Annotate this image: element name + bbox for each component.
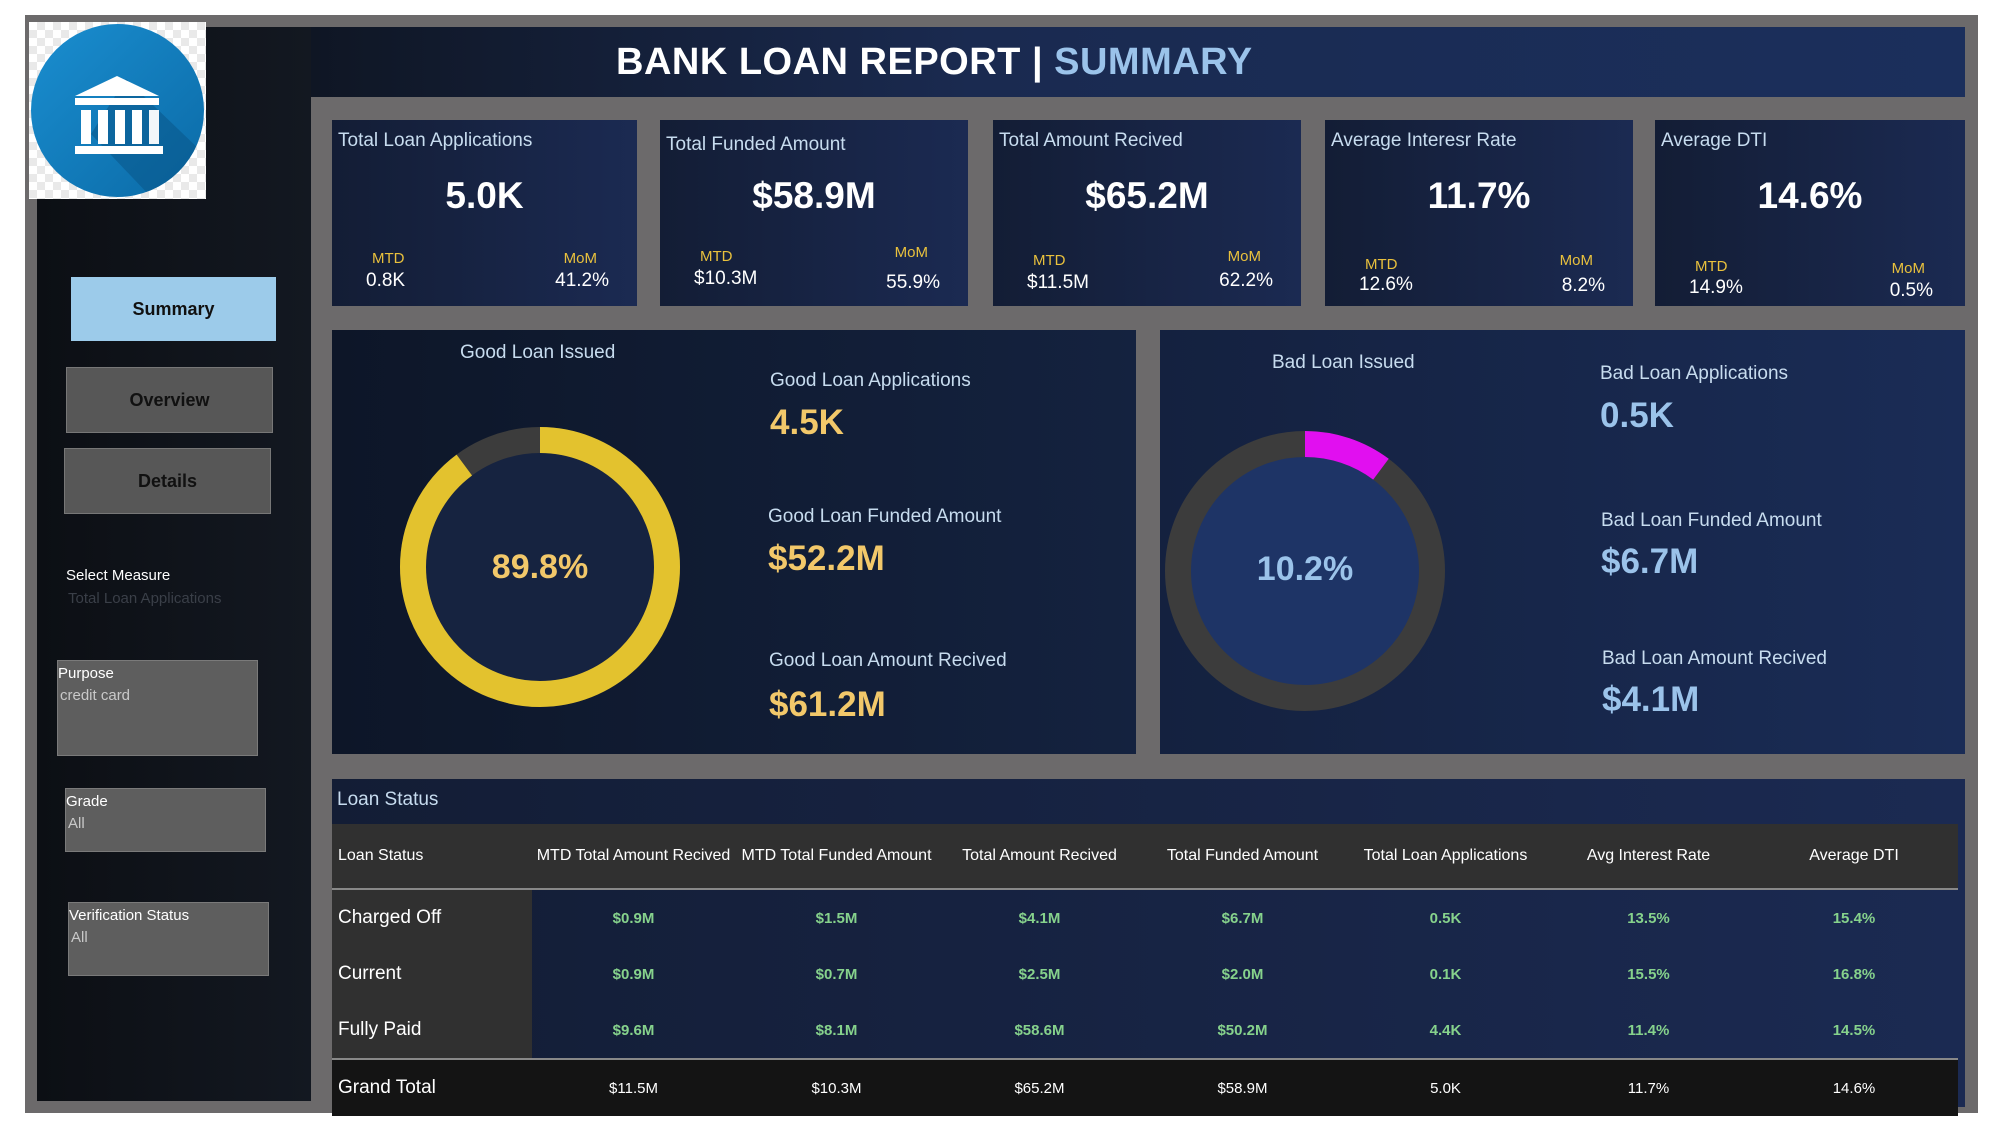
bank-building-icon bbox=[75, 76, 204, 197]
table-cell: $11.5M bbox=[532, 1058, 735, 1116]
table-cell: 5.0K bbox=[1344, 1058, 1547, 1116]
column-header[interactable]: Average DTI bbox=[1750, 824, 1958, 890]
good-loan-title: Good Loan Issued bbox=[460, 342, 616, 363]
loan-status-table: Loan Status MTD Total Amount Recived MTD… bbox=[332, 824, 1958, 1116]
column-header[interactable]: MTD Total Amount Recived bbox=[532, 824, 735, 890]
column-header[interactable]: Total Funded Amount bbox=[1141, 824, 1344, 890]
select-measure-label: Select Measure bbox=[66, 567, 171, 584]
kpi-average-interest-rate: Average Interesr Rate 11.7% MTD 12.6% Mo… bbox=[1325, 120, 1633, 306]
kpi-total-loan-applications: Total Loan Applications 5.0K MTD 0.8K Mo… bbox=[332, 120, 637, 306]
table-cell: $0.7M bbox=[815, 965, 858, 983]
table-cell: 14.6% bbox=[1750, 1058, 1958, 1116]
column-header[interactable]: Loan Status bbox=[332, 824, 532, 890]
table-cell: $65.2M bbox=[938, 1058, 1141, 1116]
table-cell: Charged Off bbox=[332, 889, 532, 946]
table-cell: Fully Paid bbox=[332, 1002, 532, 1059]
purpose-filter-label: Purpose bbox=[58, 665, 114, 682]
good-loan-donut bbox=[400, 427, 680, 707]
table-cell: 16.8% bbox=[1832, 965, 1876, 983]
table-cell: $0.9M bbox=[612, 909, 655, 927]
table-cell: $6.7M bbox=[1221, 909, 1264, 927]
loan-status-panel: Loan Status Loan Status MTD Total Amount… bbox=[332, 779, 1965, 1116]
column-header[interactable]: Avg Interest Rate bbox=[1547, 824, 1750, 890]
nav-details-button[interactable]: Details bbox=[64, 448, 271, 514]
nav-overview-button[interactable]: Overview bbox=[66, 367, 273, 433]
column-header[interactable]: Total Amount Recived bbox=[938, 824, 1141, 890]
table-cell: 15.4% bbox=[1832, 909, 1876, 927]
bad-loan-applications-value: 0.5K bbox=[1600, 396, 1674, 435]
table-cell: Current bbox=[332, 946, 532, 1002]
table-cell: $50.2M bbox=[1217, 1021, 1268, 1039]
table-cell: $2.0M bbox=[1221, 965, 1264, 983]
table-header-row: Loan Status MTD Total Amount Recived MTD… bbox=[332, 824, 1958, 890]
purpose-filter[interactable]: Purpose credit card bbox=[57, 660, 258, 756]
kpi-average-dti: Average DTI 14.6% MTD 14.9% MoM 0.5% bbox=[1655, 120, 1965, 306]
bad-loan-funded-label: Bad Loan Funded Amount bbox=[1601, 510, 1822, 531]
grade-filter[interactable]: Grade All bbox=[65, 788, 266, 852]
bad-loan-panel: Bad Loan Issued 10.2% Bad Loan Applicati… bbox=[1160, 330, 1965, 754]
column-header[interactable]: Total Loan Applications bbox=[1344, 824, 1547, 890]
table-cell: $4.1M bbox=[1018, 909, 1061, 927]
good-loan-panel: Good Loan Issued 89.8% Good Loan Applica… bbox=[332, 330, 1136, 754]
table-cell: 0.1K bbox=[1429, 965, 1462, 983]
table-row[interactable]: Charged Off $0.9M $1.5M $4.1M $6.7M 0.5K… bbox=[332, 889, 1958, 946]
table-cell: $1.5M bbox=[815, 909, 858, 927]
good-loan-received-value: $61.2M bbox=[769, 685, 886, 724]
table-cell: $58.9M bbox=[1141, 1058, 1344, 1116]
table-cell: $9.6M bbox=[612, 1021, 655, 1039]
bad-loan-received-label: Bad Loan Amount Recived bbox=[1602, 648, 1827, 669]
good-loan-applications-value: 4.5K bbox=[770, 403, 844, 442]
bad-loan-applications-label: Bad Loan Applications bbox=[1600, 363, 1789, 384]
select-measure-value[interactable]: Total Loan Applications bbox=[68, 590, 222, 607]
table-cell: $10.3M bbox=[735, 1058, 938, 1116]
good-loan-percent: 89.8% bbox=[491, 548, 589, 586]
good-loan-funded-label: Good Loan Funded Amount bbox=[768, 506, 1002, 527]
bad-loan-funded-value: $6.7M bbox=[1601, 542, 1699, 581]
grade-filter-label: Grade bbox=[66, 793, 108, 810]
table-total-row[interactable]: Grand Total $11.5M $10.3M $65.2M $58.9M … bbox=[332, 1058, 1958, 1116]
verification-filter-label: Verification Status bbox=[69, 907, 190, 924]
purpose-filter-value: credit card bbox=[60, 687, 131, 704]
loan-status-title: Loan Status bbox=[337, 789, 439, 810]
bank-logo bbox=[29, 22, 206, 199]
table-cell: 13.5% bbox=[1627, 909, 1670, 927]
table-cell: $0.9M bbox=[612, 965, 655, 983]
verification-filter-value: All bbox=[71, 929, 88, 946]
table-cell: $58.6M bbox=[1014, 1021, 1065, 1039]
table-cell: 15.5% bbox=[1627, 965, 1670, 983]
table-cell: 0.5K bbox=[1429, 909, 1462, 927]
table-cell: 14.5% bbox=[1832, 1021, 1876, 1039]
nav-summary-button[interactable]: Summary bbox=[71, 277, 276, 341]
table-cell: 11.4% bbox=[1627, 1021, 1670, 1039]
header-bar: BANK LOAN REPORT | SUMMARY bbox=[311, 27, 1965, 97]
kpi-total-funded-amount: Total Funded Amount $58.9M MTD $10.3M Mo… bbox=[660, 120, 968, 306]
bad-loan-donut bbox=[1165, 431, 1445, 711]
page-title: BANK LOAN REPORT | SUMMARY bbox=[616, 41, 1253, 83]
verification-status-filter[interactable]: Verification Status All bbox=[68, 902, 269, 976]
table-cell: Grand Total bbox=[332, 1058, 532, 1116]
bad-loan-received-value: $4.1M bbox=[1602, 680, 1700, 719]
good-loan-applications-label: Good Loan Applications bbox=[770, 370, 971, 391]
good-loan-received-label: Good Loan Amount Recived bbox=[769, 650, 1007, 671]
table-cell: 4.4K bbox=[1429, 1021, 1462, 1039]
grade-filter-value: All bbox=[68, 815, 85, 832]
kpi-total-amount-received: Total Amount Recived $65.2M MTD $11.5M M… bbox=[993, 120, 1301, 306]
table-cell: $8.1M bbox=[815, 1021, 858, 1039]
table-row[interactable]: Fully Paid $9.6M $8.1M $58.6M $50.2M 4.4… bbox=[332, 1002, 1958, 1059]
bad-loan-title: Bad Loan Issued bbox=[1272, 352, 1415, 373]
column-header[interactable]: MTD Total Funded Amount bbox=[735, 824, 938, 890]
table-row[interactable]: Current $0.9M $0.7M $2.5M $2.0M 0.1K 15.… bbox=[332, 946, 1958, 1002]
bad-loan-percent: 10.2% bbox=[1256, 550, 1354, 588]
table-cell: $2.5M bbox=[1018, 965, 1061, 983]
good-loan-funded-value: $52.2M bbox=[768, 539, 885, 578]
table-cell: 11.7% bbox=[1547, 1058, 1750, 1116]
